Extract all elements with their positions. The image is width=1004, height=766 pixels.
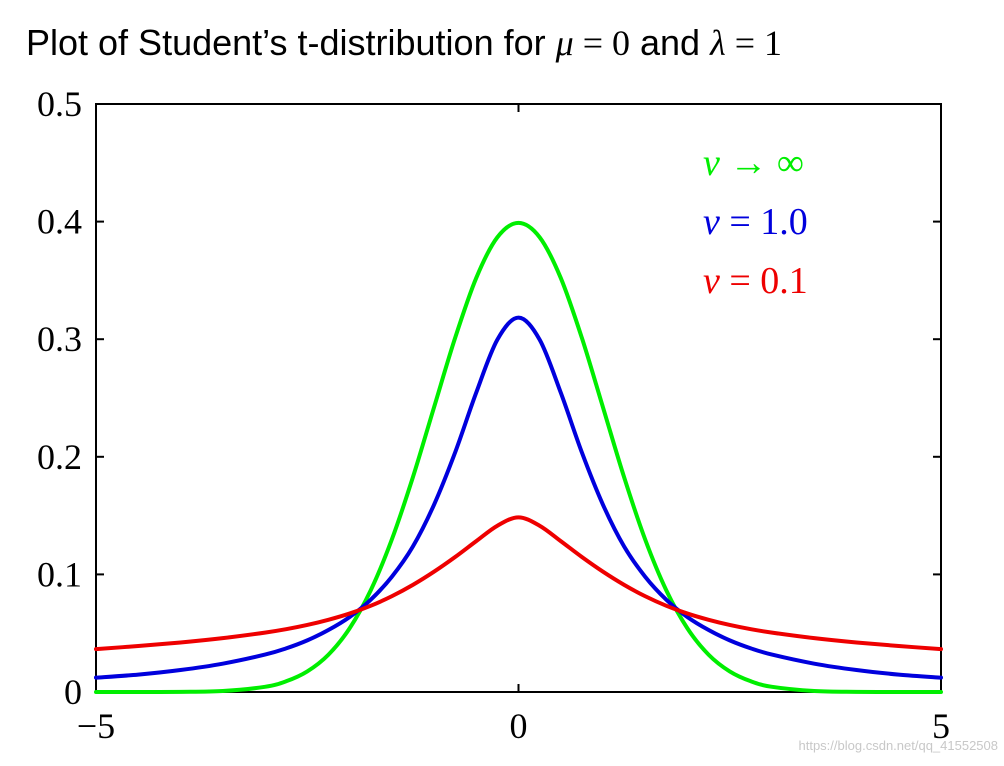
y-tick-label: 0.3	[37, 319, 82, 359]
chart-title: Plot of Student’s t-distribution for μ =…	[26, 22, 782, 63]
legend: ν → ∞ν = 1.0ν = 0.1	[703, 142, 808, 302]
series-nu-1-curve	[94, 315, 943, 680]
legend-symbol: ν	[703, 142, 720, 184]
legend-entry: ν → ∞	[703, 142, 804, 184]
plot-frame	[95, 103, 942, 693]
title-mu-value: = 0	[574, 23, 630, 63]
title-prefix: Plot of Student’s t-distribution for	[26, 22, 556, 63]
y-tick-label: 0.2	[37, 437, 82, 477]
series-normal-curve	[94, 220, 943, 695]
title-conjunction: and	[630, 22, 710, 63]
y-tick-label: 0.4	[37, 202, 82, 242]
title-lambda-value: = 1	[726, 23, 782, 63]
legend-label: = 0.1	[720, 260, 808, 302]
y-tick-label: 0.1	[37, 554, 82, 594]
legend-entry: ν = 0.1	[703, 260, 808, 302]
series-nu-0-1-curve	[94, 515, 943, 652]
axis-ticks: 00.10.20.30.40.5−5 0 5	[37, 84, 950, 746]
legend-label: → ∞	[720, 142, 804, 184]
title-lambda-symbol: λ	[709, 23, 726, 63]
legend-symbol: ν	[703, 260, 720, 302]
watermark-text: https://blog.csdn.net/qq_41552508	[799, 738, 999, 753]
legend-symbol: ν	[703, 201, 720, 243]
x-tick-label: −5	[77, 706, 115, 746]
legend-label: = 1.0	[720, 201, 808, 243]
title-mu-symbol: μ	[555, 23, 574, 63]
x-tick-label: 0	[510, 706, 528, 746]
y-tick-label: 0.5	[37, 84, 82, 124]
x-tick-label: 5	[932, 706, 950, 746]
y-tick-label: 0	[64, 672, 82, 712]
series-layer	[94, 220, 943, 695]
legend-entry: ν = 1.0	[703, 201, 808, 243]
